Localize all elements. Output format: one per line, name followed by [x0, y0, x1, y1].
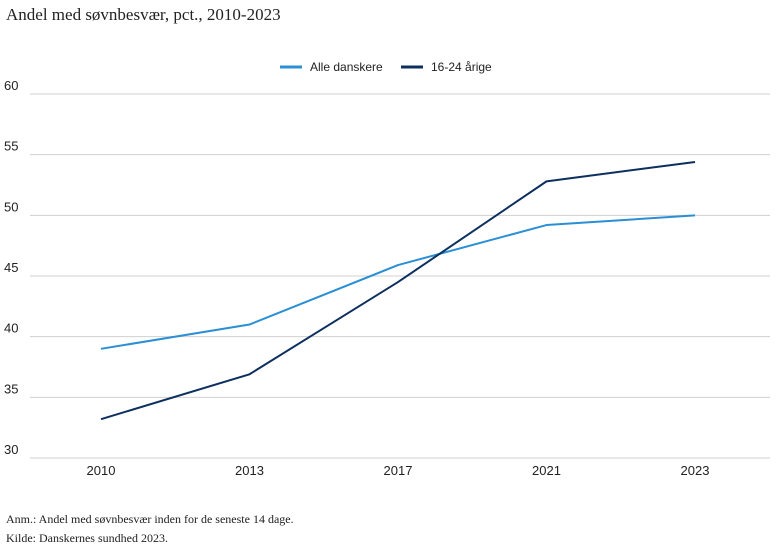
y-tick-label: 50: [4, 199, 18, 214]
x-tick-label: 2013: [235, 463, 264, 478]
series-lines: [100, 160, 696, 421]
y-tick-label: 45: [4, 260, 18, 275]
chart-annotation: Anm.: Andel med søvnbesvær inden for de …: [6, 512, 294, 526]
y-axis-ticks: 30 35 40 45 50 55 60: [4, 78, 18, 457]
legend: Alle danskere 16-24 årige: [280, 60, 492, 74]
y-tick-label: 30: [4, 442, 18, 457]
chart-title: Andel med søvnbesvær, pct., 2010-2023: [6, 5, 281, 24]
legend-label: Alle danskere: [310, 60, 383, 74]
x-tick-label: 2010: [87, 463, 116, 478]
series-line-1: [100, 160, 696, 421]
x-tick-label: 2021: [532, 463, 561, 478]
y-tick-label: 35: [4, 381, 18, 396]
x-axis-ticks: 2010 2013 2017 2021 2023: [87, 463, 710, 478]
chart-source: Kilde: Danskernes sundhed 2023.: [6, 531, 168, 545]
y-tick-label: 60: [4, 78, 18, 93]
x-tick-label: 2017: [384, 463, 413, 478]
gridlines: [30, 93, 770, 459]
x-tick-label: 2023: [681, 463, 710, 478]
series-line-0: [100, 214, 696, 350]
y-tick-label: 40: [4, 321, 18, 336]
legend-label: 16-24 årige: [431, 60, 492, 74]
y-tick-label: 55: [4, 139, 18, 154]
